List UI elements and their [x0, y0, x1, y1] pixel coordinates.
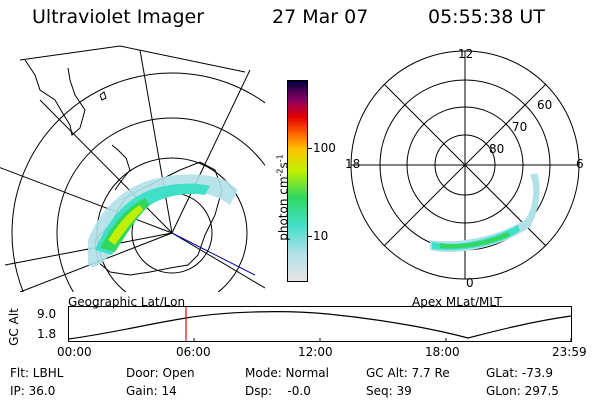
geographic-map — [0, 45, 265, 292]
alt-xtick-0600: 06:00 — [176, 345, 211, 359]
colorbar-unit-label: photon cm-2s-1 — [275, 154, 291, 241]
meridian-line — [171, 69, 251, 234]
meridian-line — [0, 167, 173, 234]
alt-plot-ytick-max: 9.0 — [37, 307, 57, 321]
colorbar-tick-100: 100 — [313, 141, 336, 155]
alt-xtick-1800: 18:00 — [425, 345, 460, 359]
status-filter: Flt: LBHL — [10, 366, 64, 380]
status-ip: IP: 36.0 — [10, 384, 56, 398]
instrument-title: Ultraviolet Imager — [32, 6, 205, 28]
time-label: 05:55:38 UT — [428, 6, 545, 28]
meridian-line — [171, 232, 256, 276]
date-label: 27 Mar 07 — [272, 6, 369, 28]
apex-polar-plot — [350, 50, 580, 280]
alt-xtick-1200: 12:00 — [298, 345, 333, 359]
meridian-line — [171, 232, 265, 289]
colorbar-tickmark — [307, 148, 312, 149]
alt-plot-ylabel: GC Alt — [7, 308, 21, 346]
alt-plot-ytick-min: 1.8 — [37, 327, 57, 341]
status-gain: Gain: 14 — [126, 384, 177, 398]
alt-xtick-0000: 00:00 — [57, 345, 92, 359]
mlt-label-6: 6 — [576, 157, 584, 171]
aurora-emission — [88, 174, 238, 267]
colorbar-tick-10: 10 — [313, 229, 329, 243]
status-gc-alt: GC Alt: 7.7 Re — [366, 366, 450, 380]
status-dsp: Dsp: -0.0 — [245, 384, 311, 398]
map-edge — [19, 45, 246, 73]
altitude-plot — [68, 306, 572, 342]
alt-xtick-2359: 23:59 — [552, 345, 587, 359]
status-door: Door: Open — [126, 366, 195, 380]
geographic-caption: Geographic Lat/Lon — [68, 295, 186, 309]
apex-caption: Apex MLat/MLT — [412, 295, 502, 309]
mlat-label-80: 80 — [489, 142, 505, 156]
altitude-curve — [68, 311, 572, 340]
colorbar — [287, 80, 308, 282]
mlt-label-0: 0 — [466, 276, 474, 290]
status-glat: GLat: -73.9 — [486, 366, 553, 380]
meridian-line — [39, 99, 173, 234]
mlt-label-12: 12 — [458, 47, 474, 61]
mlat-label-60: 60 — [537, 98, 553, 112]
status-seq: Seq: 39 — [366, 384, 412, 398]
mlt-label-18: 18 — [345, 157, 361, 171]
status-glon: GLon: 297.5 — [486, 384, 559, 398]
coastline — [111, 144, 131, 191]
status-mode: Mode: Normal — [245, 366, 329, 380]
mlt-line — [383, 83, 547, 247]
meridian-line — [139, 49, 173, 234]
lat-ring — [11, 72, 265, 292]
colorbar-tickmark — [307, 236, 312, 237]
mlat-label-70: 70 — [512, 120, 528, 134]
aurora-emission — [430, 173, 540, 253]
lat-ring — [56, 117, 265, 292]
coastline — [99, 91, 107, 101]
coastline — [24, 59, 86, 136]
